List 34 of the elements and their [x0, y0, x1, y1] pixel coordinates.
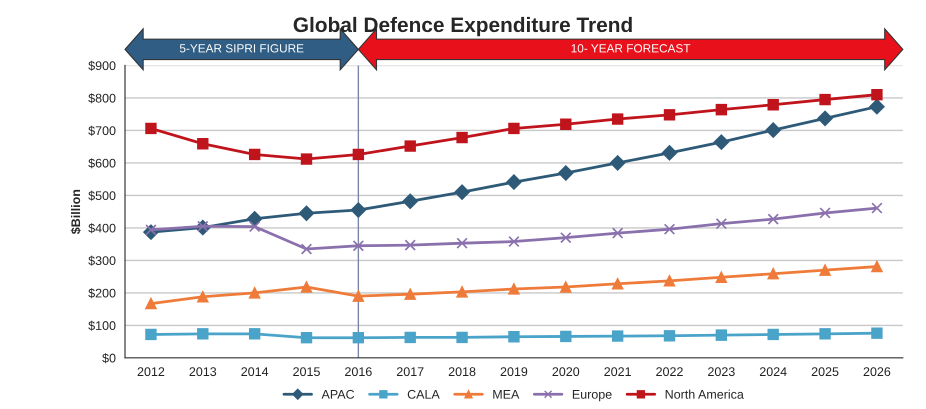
y-tick-label: $900: [88, 60, 116, 71]
x-tick-label: 2019: [500, 367, 528, 376]
x-tick-label: 2013: [190, 367, 216, 376]
x-tick-label: 2025: [812, 367, 838, 376]
x-tick-label: 2024: [760, 367, 787, 376]
x-tick-label: 2023: [708, 367, 735, 376]
y-tick-label: $800: [88, 93, 116, 104]
x-tick-label: 2026: [864, 367, 890, 376]
y-tick-label: $600: [88, 158, 116, 168]
y-tick-label: $700: [88, 126, 116, 136]
x-tick-label: 2015: [293, 367, 320, 376]
x-tick-label: 2014: [241, 367, 268, 376]
chart-title: Global Defence Expenditure Trend: [294, 16, 632, 36]
legend-label: North America: [666, 390, 744, 399]
legend-label: APAC: [322, 390, 354, 399]
x-tick-label: 2022: [656, 367, 683, 376]
x-tick-label: 2020: [552, 367, 580, 376]
y-tick-label: $200: [88, 288, 116, 298]
legend-label: CALA: [408, 390, 440, 399]
legend-label: Europe: [572, 390, 612, 402]
x-tick-label: 2017: [396, 367, 424, 376]
x-tick-label: 2018: [448, 367, 476, 376]
text: 10- YEAR FORECAST: [572, 44, 690, 53]
x-tick-label: 2016: [345, 367, 372, 376]
y-tick-label: $300: [88, 256, 116, 266]
y-tick-label: $500: [88, 190, 116, 201]
text: 5-YEAR SIPRI FIGURE: [180, 44, 304, 53]
x-tick-label: 2012: [138, 367, 164, 376]
y-tick-label: $0: [102, 353, 116, 364]
y-tick-label: $100: [88, 320, 116, 331]
y-axis-title: $Billion: [70, 190, 81, 234]
legend-label: MEA: [493, 390, 520, 399]
x-tick-label: 2021: [604, 367, 631, 376]
y-tick-label: $400: [88, 223, 116, 234]
